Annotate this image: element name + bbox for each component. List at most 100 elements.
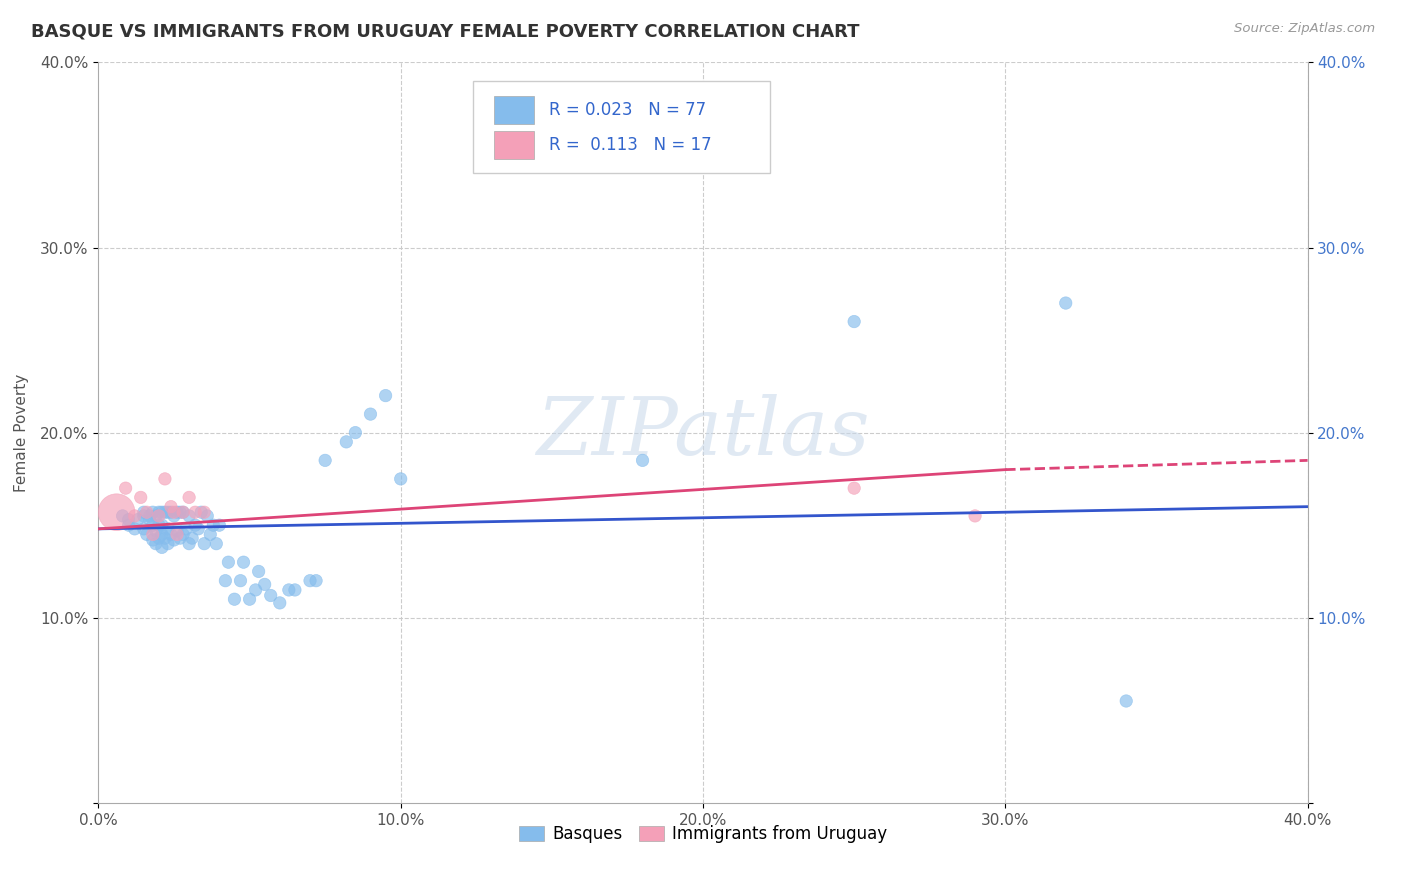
FancyBboxPatch shape — [494, 95, 534, 124]
Point — [105, 505, 128, 519]
Point — [139, 508, 162, 523]
Point — [129, 491, 152, 505]
Point — [169, 505, 191, 519]
Point — [150, 518, 173, 533]
Text: R =  0.113   N = 17: R = 0.113 N = 17 — [550, 136, 711, 154]
Point — [148, 531, 170, 545]
Point — [208, 518, 231, 533]
Point — [179, 536, 201, 550]
Point — [181, 531, 204, 545]
Point — [166, 527, 188, 541]
Point — [153, 472, 176, 486]
Point — [184, 518, 207, 533]
Point — [160, 527, 183, 541]
Point — [150, 527, 173, 541]
Point — [232, 555, 254, 569]
Point — [160, 500, 183, 514]
Point — [150, 541, 173, 555]
Point — [179, 508, 201, 523]
Point — [148, 508, 170, 523]
Point — [360, 407, 382, 421]
Point — [153, 531, 176, 545]
Point — [389, 472, 412, 486]
Text: BASQUE VS IMMIGRANTS FROM URUGUAY FEMALE POVERTY CORRELATION CHART: BASQUE VS IMMIGRANTS FROM URUGUAY FEMALE… — [31, 22, 859, 40]
Point — [160, 505, 183, 519]
FancyBboxPatch shape — [474, 81, 769, 173]
Point — [314, 453, 336, 467]
Point — [844, 481, 866, 495]
Point — [132, 522, 155, 536]
Point — [174, 522, 197, 536]
Point — [202, 518, 225, 533]
Point — [374, 388, 396, 402]
Point — [335, 434, 357, 449]
Point — [253, 577, 276, 591]
Point — [260, 589, 283, 603]
Point — [305, 574, 328, 588]
Point — [247, 565, 270, 579]
Point — [172, 505, 194, 519]
Point — [172, 527, 194, 541]
Point — [239, 592, 262, 607]
Point — [163, 505, 186, 519]
Point — [156, 522, 179, 536]
Point — [344, 425, 367, 440]
Point — [156, 536, 179, 550]
Point — [166, 524, 188, 538]
Point — [187, 522, 209, 536]
Point — [229, 574, 252, 588]
Point — [277, 582, 299, 597]
Point — [190, 505, 212, 519]
Point — [124, 508, 146, 523]
Point — [145, 508, 167, 523]
Point — [1115, 694, 1137, 708]
Point — [844, 314, 866, 328]
Point — [153, 505, 176, 519]
Point — [111, 508, 134, 523]
Point — [132, 505, 155, 519]
Point — [132, 508, 155, 523]
Point — [150, 505, 173, 519]
Point — [163, 533, 186, 547]
Y-axis label: Female Poverty: Female Poverty — [14, 374, 30, 491]
Text: Source: ZipAtlas.com: Source: ZipAtlas.com — [1234, 22, 1375, 36]
Point — [148, 505, 170, 519]
Point — [156, 505, 179, 519]
Point — [172, 505, 194, 519]
Point — [179, 491, 201, 505]
Point — [169, 531, 191, 545]
Legend: Basques, Immigrants from Uruguay: Basques, Immigrants from Uruguay — [512, 819, 894, 850]
Point — [217, 555, 239, 569]
Point — [135, 527, 157, 541]
Text: R = 0.023   N = 77: R = 0.023 N = 77 — [550, 101, 707, 119]
Point — [142, 527, 165, 541]
Point — [195, 508, 218, 523]
Point — [200, 527, 222, 541]
Point — [269, 596, 291, 610]
Point — [127, 513, 149, 527]
Point — [166, 505, 188, 519]
Point — [142, 505, 165, 519]
Point — [139, 513, 162, 527]
Point — [284, 582, 307, 597]
Point — [124, 522, 146, 536]
Point — [118, 513, 141, 527]
Point — [135, 505, 157, 519]
Point — [114, 481, 136, 495]
Point — [142, 518, 165, 533]
Point — [299, 574, 322, 588]
Point — [163, 508, 186, 523]
Point — [145, 524, 167, 538]
Text: ZIPatlas: ZIPatlas — [536, 394, 870, 471]
Point — [214, 574, 236, 588]
Point — [224, 592, 246, 607]
Point — [145, 536, 167, 550]
Point — [184, 505, 207, 519]
Point — [193, 505, 215, 519]
Point — [965, 508, 987, 523]
Point — [631, 453, 654, 467]
FancyBboxPatch shape — [494, 131, 534, 160]
Point — [193, 536, 215, 550]
Point — [1054, 296, 1077, 310]
Point — [142, 533, 165, 547]
